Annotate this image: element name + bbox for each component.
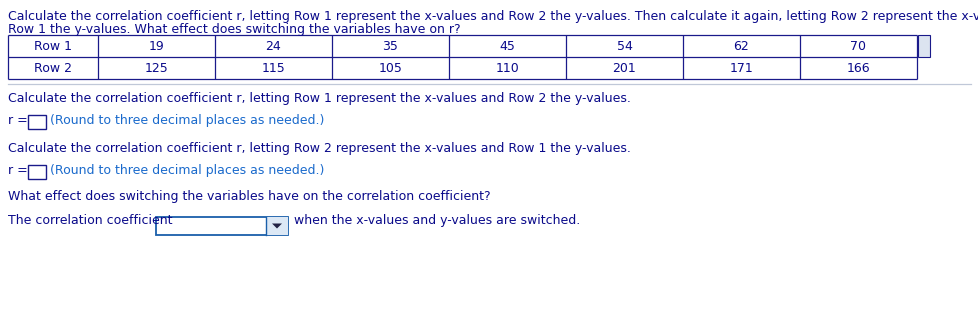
Text: Calculate the correlation coefficient r, letting Row 1 represent the x-values an: Calculate the correlation coefficient r,… <box>8 92 630 105</box>
Text: (Round to three decimal places as needed.): (Round to three decimal places as needed… <box>50 114 324 127</box>
Polygon shape <box>272 223 282 228</box>
Text: 105: 105 <box>378 62 402 75</box>
Text: 70: 70 <box>850 40 866 53</box>
Text: r =: r = <box>8 114 27 127</box>
Text: 45: 45 <box>499 40 514 53</box>
Text: 115: 115 <box>261 62 285 75</box>
Text: when the x-values and y-values are switched.: when the x-values and y-values are switc… <box>293 214 580 227</box>
Text: 125: 125 <box>145 62 168 75</box>
Text: 35: 35 <box>382 40 398 53</box>
Text: Row 1 the y-values. What effect does switching the variables have on r?: Row 1 the y-values. What effect does swi… <box>8 23 461 36</box>
Bar <box>917 35 929 57</box>
Text: Row 1: Row 1 <box>34 40 72 53</box>
FancyBboxPatch shape <box>156 217 288 235</box>
Text: (Round to three decimal places as needed.): (Round to three decimal places as needed… <box>50 164 324 177</box>
Text: 171: 171 <box>729 62 753 75</box>
Text: 166: 166 <box>846 62 869 75</box>
Text: 110: 110 <box>495 62 519 75</box>
Text: 19: 19 <box>149 40 164 53</box>
Text: 24: 24 <box>265 40 281 53</box>
Text: Calculate the correlation coefficient r, letting Row 2 represent the x-values an: Calculate the correlation coefficient r,… <box>8 142 630 155</box>
Bar <box>266 217 288 235</box>
Text: The correlation coefficient: The correlation coefficient <box>8 214 172 227</box>
Text: 62: 62 <box>733 40 748 53</box>
Text: Row 2: Row 2 <box>34 62 72 75</box>
Text: Calculate the correlation coefficient r, letting Row 1 represent the x-values an: Calculate the correlation coefficient r,… <box>8 10 978 23</box>
Text: What effect does switching the variables have on the correlation coefficient?: What effect does switching the variables… <box>8 190 490 203</box>
Text: 54: 54 <box>616 40 632 53</box>
FancyBboxPatch shape <box>28 115 46 129</box>
FancyBboxPatch shape <box>28 165 46 179</box>
Text: r =: r = <box>8 164 27 177</box>
Text: 201: 201 <box>612 62 636 75</box>
